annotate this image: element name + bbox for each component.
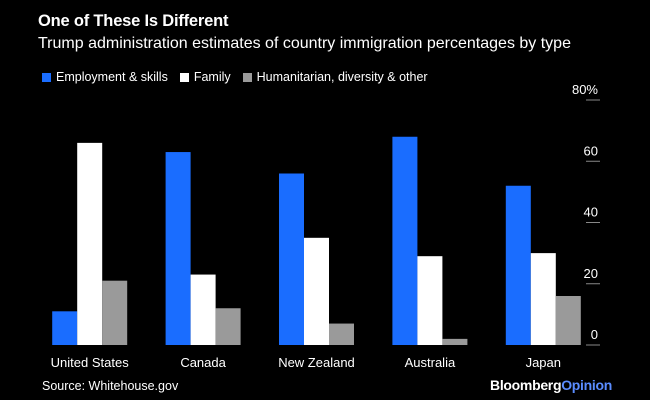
x-tick-label: Japan	[526, 355, 561, 370]
bar-family-canada	[190, 274, 216, 345]
bar-employment-new-zealand	[279, 173, 304, 345]
y-tick-label: 20	[584, 266, 598, 281]
chart-title: One of These Is Different	[38, 12, 229, 30]
legend-swatch-employment	[42, 72, 51, 82]
legend-swatch-humanitarian	[242, 72, 252, 82]
bar-family-new-zealand	[304, 237, 329, 345]
bar-humanitarian-new-zealand	[329, 323, 354, 345]
chart-subtitle: Trump administration estimates of countr…	[38, 35, 571, 52]
bar-humanitarian-australia	[442, 338, 468, 345]
x-tick-label: New Zealand	[278, 355, 355, 370]
legend-label-humanitarian: Humanitarian, diversity & other	[256, 70, 428, 84]
legend-label-family: Family	[193, 70, 231, 84]
y-tick-label: 40	[584, 205, 598, 220]
bar-employment-united-states	[52, 311, 78, 345]
brand-logo: BloombergOpinion	[490, 377, 612, 393]
bar-humanitarian-united-states	[102, 280, 128, 345]
bar-employment-canada	[165, 152, 191, 345]
y-tick-label: 0	[591, 327, 598, 342]
legend-swatch-family	[179, 72, 189, 82]
bar-family-australia	[417, 256, 443, 345]
bar-employment-australia	[392, 136, 418, 345]
source-note: Source: Whitehouse.gov	[42, 379, 179, 393]
legend-item-family: Family	[179, 70, 231, 84]
x-tick-label: Canada	[180, 355, 226, 370]
legend-item-employment: Employment & skills	[42, 70, 168, 84]
bar-family-united-states	[77, 142, 103, 345]
bar-humanitarian-japan	[555, 296, 581, 345]
y-tick-label: 60	[584, 143, 598, 158]
x-tick-label: Australia	[405, 355, 456, 370]
chart-legend: Employment & skills Family Humanitarian,…	[42, 70, 440, 84]
legend-item-humanitarian: Humanitarian, diversity & other	[242, 70, 428, 84]
brand-main-text: Bloomberg	[490, 377, 562, 393]
x-tick-label: United States	[51, 355, 130, 370]
brand-accent-text: Opinion	[561, 377, 612, 393]
y-tick-label: 80%	[572, 82, 598, 97]
bar-employment-japan	[505, 185, 531, 345]
bar-family-japan	[530, 253, 556, 345]
legend-label-employment: Employment & skills	[56, 70, 168, 84]
bar-humanitarian-canada	[215, 308, 241, 345]
